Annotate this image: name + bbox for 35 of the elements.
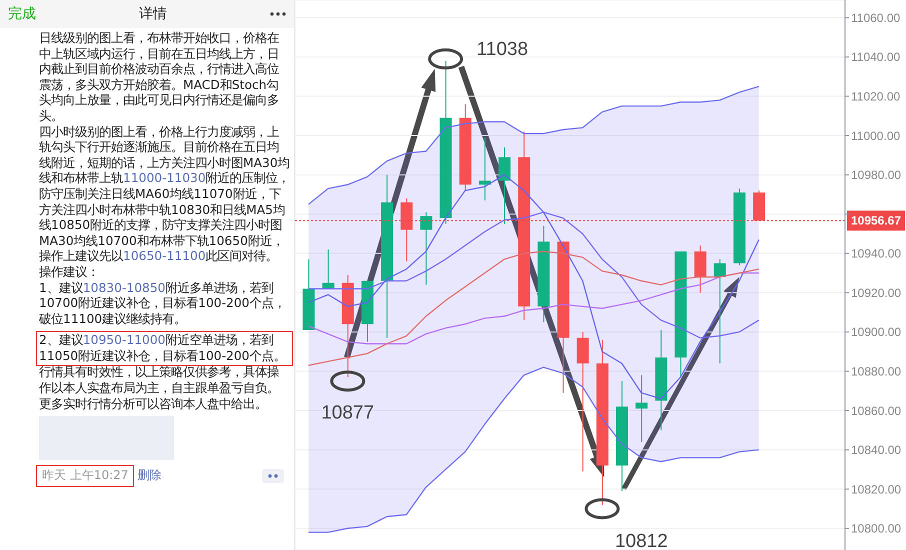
candlestick [478, 137, 491, 201]
text: 完成 [8, 5, 36, 23]
y-tick-label: 10820.00 [851, 482, 902, 496]
candlestick [498, 146, 511, 224]
text: 详情 [139, 5, 167, 23]
line-series [308, 86, 760, 205]
text: 2、建议10950-11000附近空单进场，若到11050附近建议补仓，目标看100-200个点。 [39, 333, 286, 363]
y-tick-label: 10840.00 [851, 443, 902, 458]
y-tick-label: 11020.00 [851, 90, 900, 104]
line-series [308, 250, 760, 366]
annotation: 11038 [476, 39, 528, 60]
text: 日线级别的图上看，布林带开始收口，价格在中上轨区域内运行，目前在五日均线上方，日内截止到目前价格波动百余点，行情进入高位震荡，多头双方开始胶着。MACD和Stoch勾头均向上放量，由此可见日内行情还是偏向多头。 [39, 31, 279, 123]
y-tick-label: 10920.00 [851, 286, 902, 300]
text: 操作建议： [39, 264, 99, 279]
annotation: 10877 [321, 402, 374, 424]
text: 删除 [137, 468, 162, 484]
y-tick-label: 10880.00 [851, 364, 902, 379]
y-tick-label: 11060.00 [851, 10, 900, 25]
line-series [308, 212, 760, 338]
y-tick-label: 11040.00 [851, 50, 900, 64]
y-tick-label: 10900.00 [851, 325, 902, 340]
y-tick-label: 10940.00 [851, 246, 902, 261]
text: 1、建议10830-10850附近多单进场，若到10700附近建议补仓，目标看100-200个点，破位11100建议继续持有。 [39, 280, 286, 326]
candlestick [420, 212, 432, 286]
y-tick-label: 11000.00 [851, 128, 900, 143]
candlestick [714, 258, 726, 364]
candlestick [636, 374, 648, 442]
y-tick-label: 10800.00 [851, 522, 902, 536]
line-series [308, 366, 760, 533]
y-tick-label: 10980.00 [851, 168, 902, 182]
text: 四小时级别的图上看，价格上行力度减弱，上轨勾头下行开始逐渐施压。目前价格在五日均线附近，短期的话，上方关注四小时图MA30均线和布林带上轨11000-11030附近的压制位，防守压制关注日线MA60均线11070附近，下方关注四小时布林带中轨10830和日线MA5均线10850附近的支撑，防守支撑关注四小时图MA30均线10700和布林带下轨10650附近，操作上建议先以10650-11100此区间对待。 [39, 124, 290, 264]
text: 行情具有时效性，以上策略仅供参考，具体操作以本人实盘布局为主，自主跟单盈亏自负。更多实时行情分析可以咨询本人盘中给出。 [39, 365, 279, 411]
ref-line-label: 10956.67 [850, 214, 902, 228]
annotation: 10812 [614, 531, 668, 550]
y-tick-label: 10860.00 [851, 404, 902, 418]
